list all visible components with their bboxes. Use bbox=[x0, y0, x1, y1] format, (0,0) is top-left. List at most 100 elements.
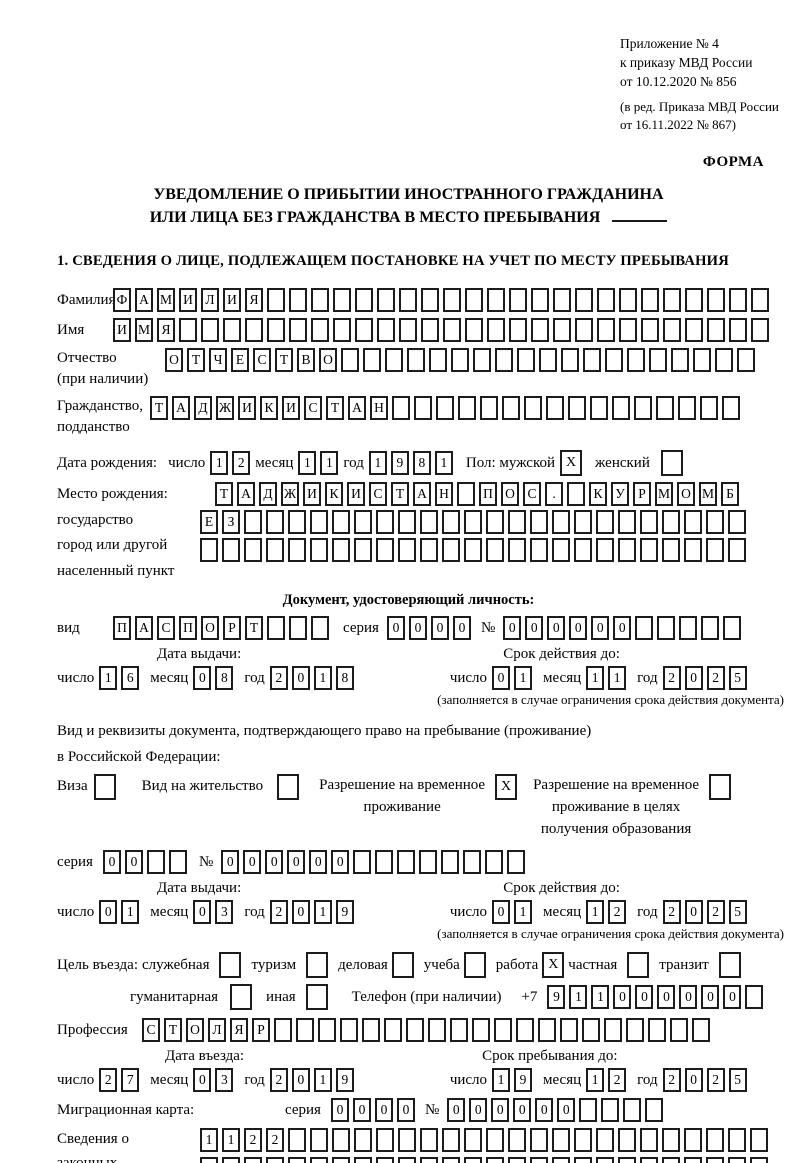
char-cell[interactable]: 0 bbox=[330, 1098, 349, 1122]
char-cell[interactable] bbox=[612, 396, 630, 420]
char-cell[interactable]: 0 bbox=[265, 850, 284, 874]
char-cell[interactable] bbox=[340, 1018, 358, 1042]
char-cell[interactable]: Ж bbox=[216, 396, 234, 420]
char-cell[interactable] bbox=[353, 850, 372, 874]
char-cell[interactable] bbox=[530, 1157, 548, 1163]
char-cell[interactable] bbox=[678, 396, 696, 420]
purpose-transit-checkbox[interactable] bbox=[718, 952, 741, 978]
char-cell[interactable]: 2 bbox=[269, 1068, 288, 1092]
char-cell[interactable]: О bbox=[186, 1018, 204, 1042]
char-cell[interactable]: 2 bbox=[706, 666, 725, 690]
char-cell[interactable]: 0 bbox=[309, 850, 328, 874]
char-cell[interactable]: 0 bbox=[569, 616, 588, 640]
char-cell[interactable]: Р bbox=[633, 482, 651, 506]
char-cell[interactable]: Т bbox=[215, 482, 233, 506]
char-cell[interactable] bbox=[464, 510, 482, 534]
char-cell[interactable] bbox=[640, 1128, 658, 1152]
char-cell[interactable] bbox=[168, 850, 187, 874]
char-cell[interactable]: 2 bbox=[662, 666, 681, 690]
char-cell[interactable] bbox=[596, 1157, 614, 1163]
char-cell[interactable]: П bbox=[479, 482, 497, 506]
char-cell[interactable] bbox=[626, 1018, 644, 1042]
char-cell[interactable]: М bbox=[655, 482, 673, 506]
char-cell[interactable] bbox=[464, 1157, 482, 1163]
char-cell[interactable] bbox=[640, 1157, 658, 1163]
char-cell[interactable] bbox=[568, 396, 586, 420]
char-cell[interactable]: З bbox=[222, 510, 240, 534]
char-cell[interactable]: Т bbox=[391, 482, 409, 506]
char-cell[interactable] bbox=[428, 1018, 446, 1042]
char-cell[interactable] bbox=[267, 288, 285, 312]
char-cell[interactable] bbox=[442, 510, 460, 534]
char-cell[interactable]: 0 bbox=[547, 616, 566, 640]
char-cell[interactable] bbox=[508, 1157, 526, 1163]
char-cell[interactable] bbox=[332, 1157, 350, 1163]
char-cell[interactable]: 0 bbox=[374, 1098, 393, 1122]
char-cell[interactable] bbox=[407, 348, 425, 372]
char-cell[interactable]: 1 bbox=[514, 666, 533, 690]
char-cell[interactable] bbox=[605, 348, 623, 372]
char-cell[interactable]: Н bbox=[370, 396, 388, 420]
char-cell[interactable] bbox=[640, 538, 658, 562]
char-cell[interactable]: О bbox=[201, 616, 219, 640]
char-cell[interactable] bbox=[485, 850, 504, 874]
char-cell[interactable] bbox=[222, 1157, 240, 1163]
char-cell[interactable] bbox=[552, 1128, 570, 1152]
char-cell[interactable] bbox=[355, 288, 373, 312]
char-cell[interactable] bbox=[414, 396, 432, 420]
char-cell[interactable] bbox=[574, 1157, 592, 1163]
char-cell[interactable]: 7 bbox=[121, 1068, 140, 1092]
char-cell[interactable] bbox=[354, 538, 372, 562]
char-cell[interactable] bbox=[289, 288, 307, 312]
residence-permit-checkbox[interactable] bbox=[277, 774, 300, 800]
char-cell[interactable]: Л bbox=[208, 1018, 226, 1042]
char-cell[interactable] bbox=[443, 288, 461, 312]
char-cell[interactable] bbox=[583, 348, 601, 372]
char-cell[interactable]: А bbox=[237, 482, 255, 506]
char-cell[interactable]: 2 bbox=[269, 900, 288, 924]
char-cell[interactable] bbox=[392, 396, 410, 420]
char-cell[interactable] bbox=[332, 510, 350, 534]
char-cell[interactable] bbox=[222, 538, 240, 562]
char-cell[interactable]: Т bbox=[150, 396, 168, 420]
char-cell[interactable] bbox=[332, 538, 350, 562]
char-cell[interactable]: 0 bbox=[613, 985, 632, 1009]
char-cell[interactable] bbox=[473, 348, 491, 372]
char-cell[interactable]: К bbox=[260, 396, 278, 420]
char-cell[interactable]: 6 bbox=[121, 666, 140, 690]
char-cell[interactable] bbox=[201, 318, 219, 342]
char-cell[interactable]: Т bbox=[326, 396, 344, 420]
char-cell[interactable] bbox=[509, 318, 527, 342]
char-cell[interactable]: 0 bbox=[408, 616, 427, 640]
char-cell[interactable] bbox=[376, 1128, 394, 1152]
char-cell[interactable] bbox=[244, 1157, 262, 1163]
char-cell[interactable] bbox=[465, 318, 483, 342]
char-cell[interactable] bbox=[464, 1128, 482, 1152]
char-cell[interactable]: 0 bbox=[193, 1068, 212, 1092]
char-cell[interactable] bbox=[663, 318, 681, 342]
char-cell[interactable] bbox=[441, 850, 460, 874]
char-cell[interactable] bbox=[561, 348, 579, 372]
char-cell[interactable]: Т bbox=[275, 348, 293, 372]
char-cell[interactable]: 1 bbox=[586, 900, 605, 924]
char-cell[interactable]: 1 bbox=[99, 666, 118, 690]
char-cell[interactable] bbox=[531, 288, 549, 312]
char-cell[interactable] bbox=[516, 1018, 534, 1042]
char-cell[interactable] bbox=[288, 1157, 306, 1163]
char-cell[interactable] bbox=[623, 1098, 642, 1122]
char-cell[interactable]: 8 bbox=[335, 666, 354, 690]
char-cell[interactable] bbox=[429, 348, 447, 372]
char-cell[interactable]: 0 bbox=[723, 985, 742, 1009]
char-cell[interactable] bbox=[354, 510, 372, 534]
char-cell[interactable] bbox=[354, 1128, 372, 1152]
char-cell[interactable]: С bbox=[369, 482, 387, 506]
char-cell[interactable]: И bbox=[282, 396, 300, 420]
char-cell[interactable]: 0 bbox=[243, 850, 262, 874]
char-cell[interactable] bbox=[375, 850, 394, 874]
char-cell[interactable]: П bbox=[113, 616, 131, 640]
char-cell[interactable]: 0 bbox=[430, 616, 449, 640]
char-cell[interactable] bbox=[443, 318, 461, 342]
char-cell[interactable] bbox=[464, 538, 482, 562]
char-cell[interactable]: 1 bbox=[320, 451, 339, 475]
char-cell[interactable] bbox=[618, 1157, 636, 1163]
